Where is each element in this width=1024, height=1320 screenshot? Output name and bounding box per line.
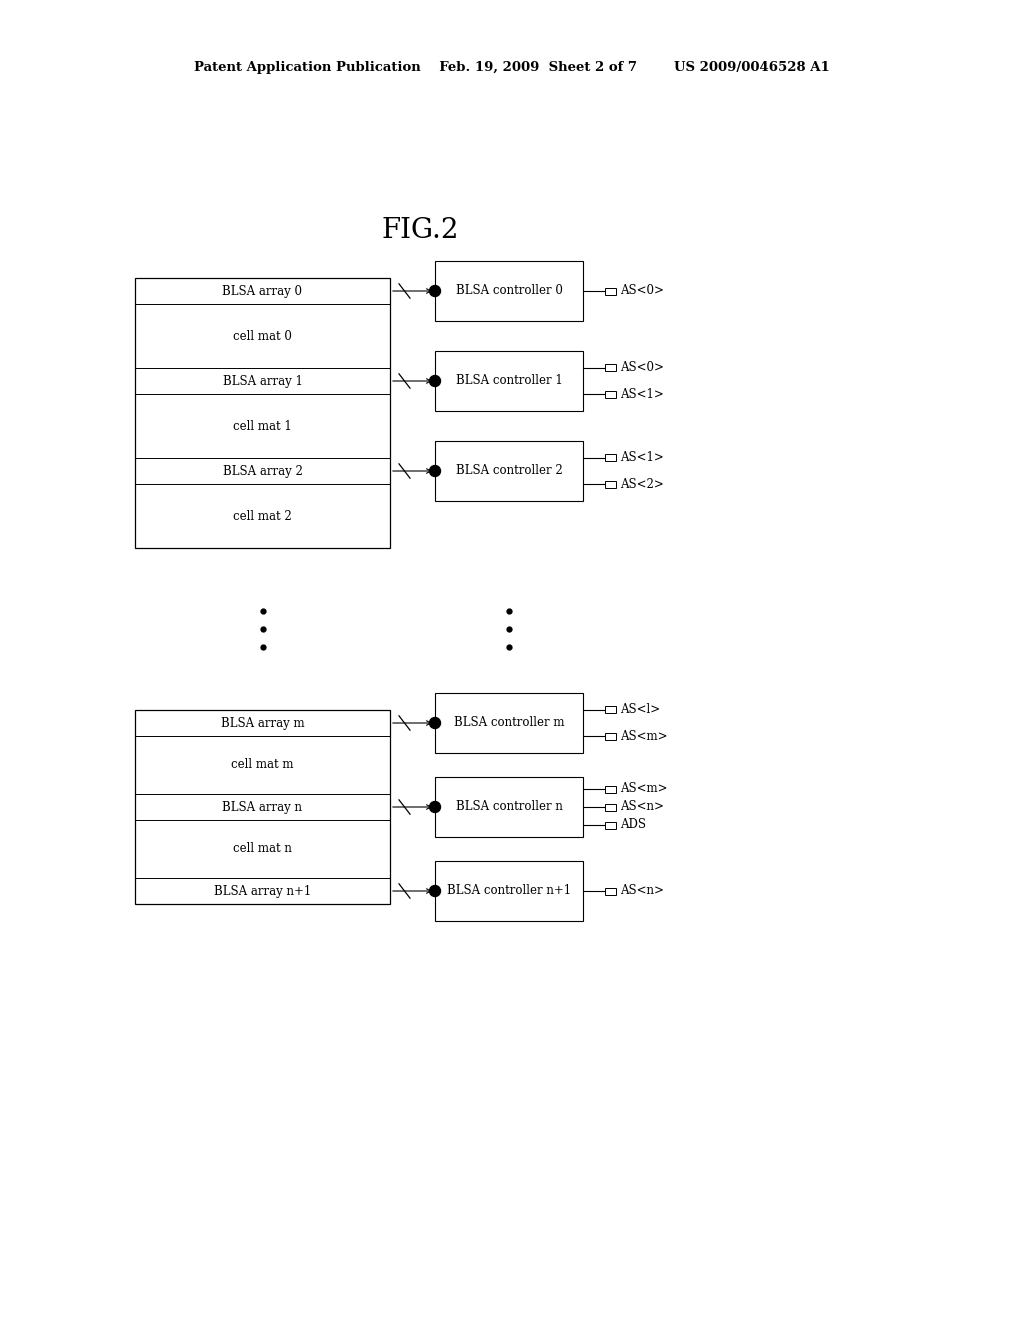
Bar — [605, 391, 616, 397]
Bar — [605, 785, 616, 792]
Bar — [605, 454, 616, 461]
Circle shape — [429, 466, 440, 477]
Text: cell mat 0: cell mat 0 — [233, 330, 292, 342]
Text: BLSA array m: BLSA array m — [221, 717, 304, 730]
Bar — [435, 693, 583, 752]
Bar — [605, 821, 616, 829]
Bar — [435, 777, 583, 837]
Bar — [605, 480, 616, 487]
Text: ADS: ADS — [620, 818, 646, 832]
Text: BLSA array 1: BLSA array 1 — [222, 375, 302, 388]
Text: BLSA controller m: BLSA controller m — [454, 717, 564, 730]
Text: BLSA array 2: BLSA array 2 — [222, 465, 302, 478]
Bar — [435, 261, 583, 321]
Circle shape — [429, 285, 440, 297]
Bar — [605, 887, 616, 895]
Bar — [135, 279, 390, 548]
Text: BLSA array 0: BLSA array 0 — [222, 285, 302, 297]
Bar — [435, 861, 583, 921]
Bar — [435, 441, 583, 502]
Text: AS<n>: AS<n> — [620, 884, 664, 898]
Text: AS<1>: AS<1> — [620, 388, 664, 401]
Text: AS<l>: AS<l> — [620, 704, 660, 717]
Text: FIG.2: FIG.2 — [381, 216, 459, 243]
Text: AS<0>: AS<0> — [620, 362, 664, 375]
Circle shape — [429, 375, 440, 387]
Text: AS<m>: AS<m> — [620, 783, 668, 796]
Bar — [435, 351, 583, 411]
Text: BLSA controller n+1: BLSA controller n+1 — [446, 884, 571, 898]
Bar — [605, 288, 616, 294]
Circle shape — [429, 801, 440, 813]
Text: cell mat 2: cell mat 2 — [233, 510, 292, 523]
Text: AS<1>: AS<1> — [620, 451, 664, 465]
Bar — [605, 706, 616, 713]
Bar — [605, 733, 616, 739]
Bar — [605, 364, 616, 371]
Text: cell mat n: cell mat n — [233, 842, 292, 855]
Text: BLSA array n: BLSA array n — [222, 800, 302, 813]
Text: BLSA controller 0: BLSA controller 0 — [456, 285, 562, 297]
Circle shape — [429, 886, 440, 896]
Text: AS<n>: AS<n> — [620, 800, 664, 813]
Text: AS<m>: AS<m> — [620, 730, 668, 743]
Bar — [135, 710, 390, 904]
Text: AS<0>: AS<0> — [620, 285, 664, 297]
Text: BLSA array n+1: BLSA array n+1 — [214, 884, 311, 898]
Text: AS<2>: AS<2> — [620, 478, 664, 491]
Text: BLSA controller 1: BLSA controller 1 — [456, 375, 562, 388]
Bar — [605, 804, 616, 810]
Text: Patent Application Publication    Feb. 19, 2009  Sheet 2 of 7        US 2009/004: Patent Application Publication Feb. 19, … — [195, 62, 829, 74]
Text: BLSA controller n: BLSA controller n — [456, 800, 562, 813]
Text: cell mat m: cell mat m — [231, 759, 294, 771]
Circle shape — [429, 718, 440, 729]
Text: cell mat 1: cell mat 1 — [233, 420, 292, 433]
Text: BLSA controller 2: BLSA controller 2 — [456, 465, 562, 478]
